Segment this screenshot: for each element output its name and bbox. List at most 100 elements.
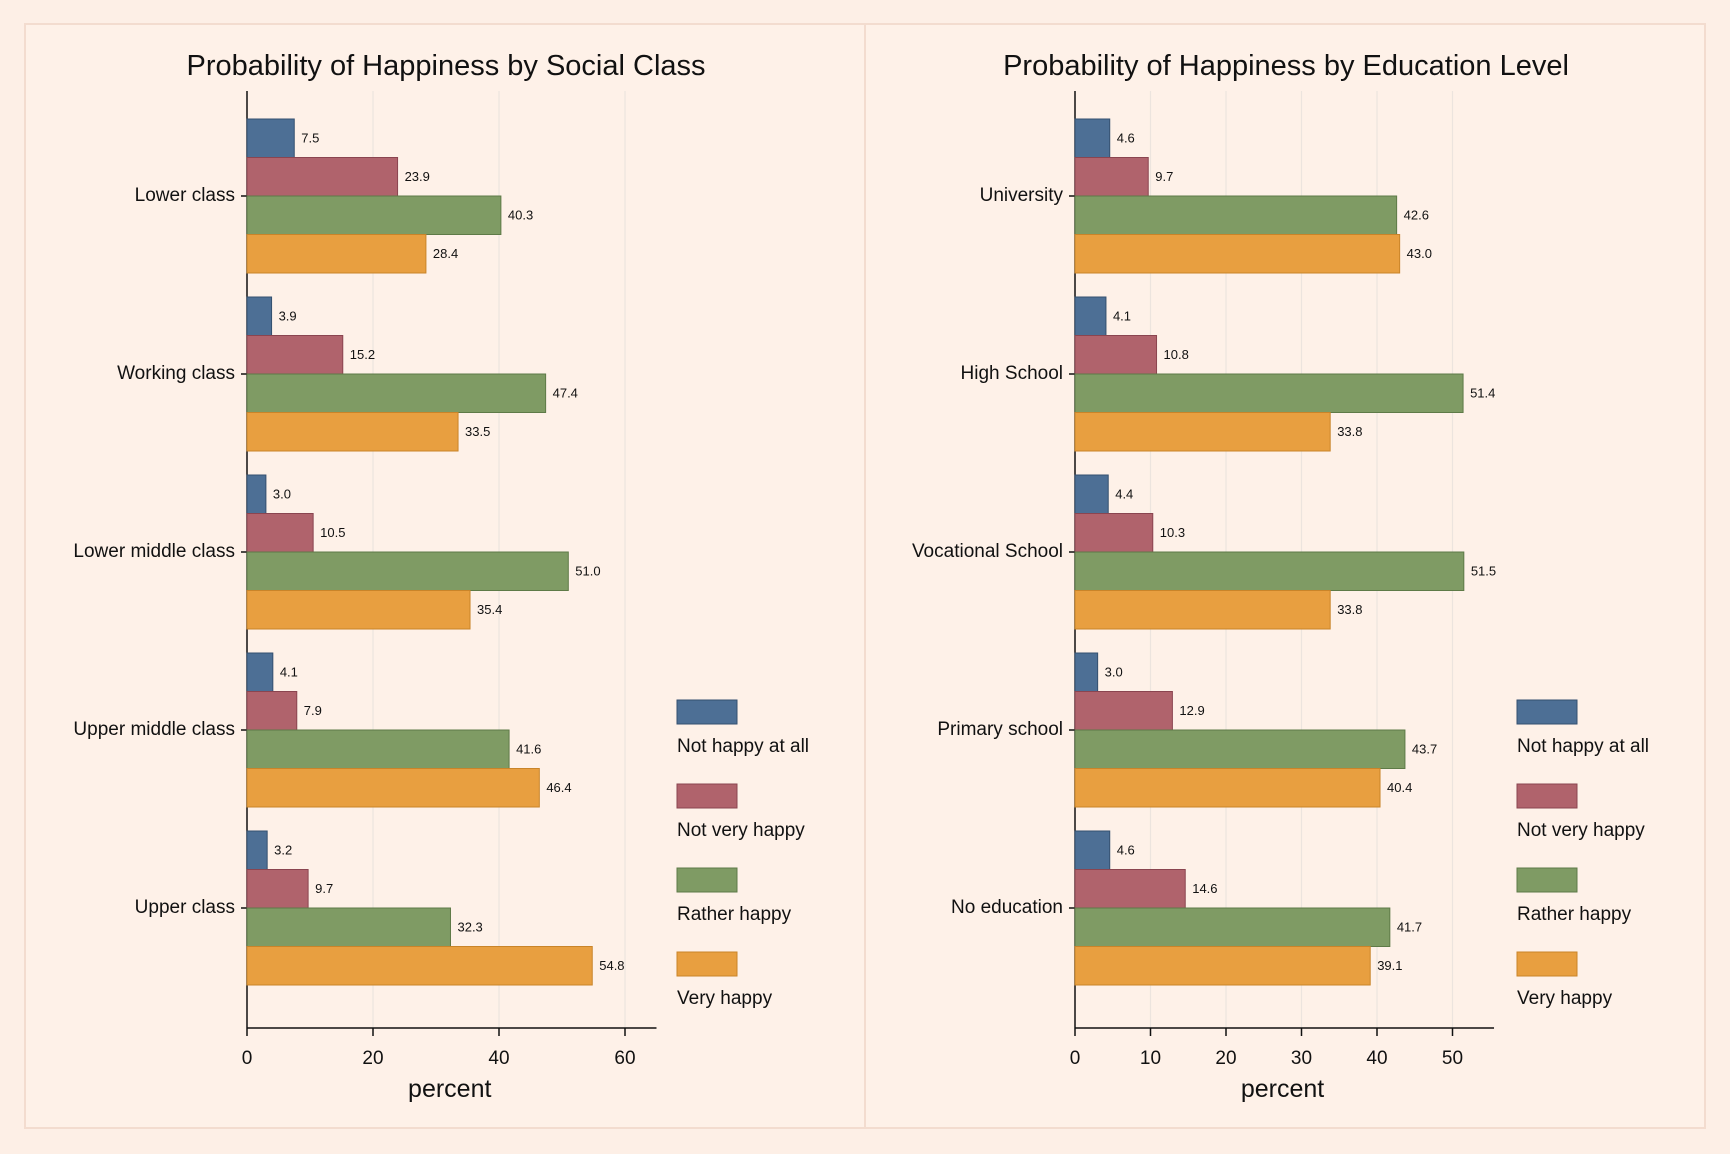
- x-tick-label: 0: [1070, 1048, 1081, 1069]
- data-label: 41.6: [516, 742, 541, 757]
- legend-label: Very happy: [677, 988, 773, 1009]
- bar-rather-happy: [246, 373, 547, 413]
- bar-very-happy: [1074, 768, 1381, 808]
- x-tick-label: 30: [1291, 1048, 1312, 1069]
- legend-label: Rather happy: [1517, 904, 1632, 925]
- bar-not-very-happy: [1074, 691, 1173, 731]
- x-tick-label: 50: [1442, 1048, 1463, 1069]
- x-tick-label: 20: [362, 1048, 383, 1069]
- bar-not-happy-at-all: [1074, 118, 1111, 158]
- category-label: Upper middle class: [73, 719, 235, 740]
- bar-not-very-happy: [246, 335, 344, 375]
- data-label: 3.2: [274, 843, 292, 858]
- data-label: 51.5: [1471, 564, 1496, 579]
- bar-rather-happy: [246, 551, 569, 591]
- bar-not-very-happy: [246, 513, 314, 553]
- data-label: 12.9: [1179, 703, 1204, 718]
- bar-rather-happy: [1074, 373, 1464, 413]
- bar-not-happy-at-all: [1074, 296, 1107, 336]
- x-tick-label: 40: [1366, 1048, 1387, 1069]
- bar-very-happy: [1074, 946, 1371, 986]
- legend: Not happy at all Not very happy Rather hap…: [1516, 699, 1649, 1009]
- data-label: 3.0: [1105, 665, 1123, 680]
- data-label: 41.7: [1397, 920, 1422, 935]
- bar-not-happy-at-all: [1074, 830, 1111, 870]
- data-label: 33.8: [1337, 424, 1362, 439]
- legend-label: Not happy at all: [677, 736, 809, 757]
- category-label: Working class: [117, 363, 235, 384]
- data-label: 4.6: [1117, 843, 1135, 858]
- data-label: 33.8: [1337, 602, 1362, 617]
- bar-not-happy-at-all: [246, 830, 268, 870]
- bar-rather-happy: [246, 729, 510, 769]
- data-label: 33.5: [465, 424, 490, 439]
- category-label: Primary school: [937, 719, 1063, 740]
- chart-panel-1: Probability of Happiness by Social Class…: [24, 23, 866, 1129]
- bar-not-very-happy: [1074, 335, 1158, 375]
- data-label: 4.1: [280, 665, 298, 680]
- legend-swatch: [1516, 951, 1578, 977]
- x-tick-label: 20: [1215, 1048, 1236, 1069]
- bar-not-happy-at-all: [1074, 652, 1099, 692]
- bar-rather-happy: [1074, 195, 1398, 235]
- data-label: 46.4: [546, 780, 571, 795]
- bar-not-very-happy: [246, 869, 309, 909]
- bar-not-happy-at-all: [246, 296, 273, 336]
- data-label: 14.6: [1192, 881, 1217, 896]
- bar-not-very-happy: [1074, 513, 1154, 553]
- data-label: 32.3: [457, 920, 482, 935]
- data-label: 43.7: [1412, 742, 1437, 757]
- legend-label: Very happy: [1517, 988, 1613, 1009]
- legend-swatch: [676, 699, 738, 725]
- legend: Not happy at all Not very happy Rather hap…: [676, 699, 809, 1009]
- data-label: 42.6: [1404, 208, 1429, 223]
- bar-not-very-happy: [246, 691, 298, 731]
- data-label: 51.0: [575, 564, 600, 579]
- chart-panel-2: Probability of Happiness by Education Le…: [864, 23, 1706, 1129]
- data-label: 40.3: [508, 208, 533, 223]
- x-tick-label: 40: [488, 1048, 509, 1069]
- category-label: High School: [961, 363, 1063, 384]
- legend-swatch: [676, 867, 738, 893]
- data-label: 40.4: [1387, 780, 1412, 795]
- category-label: Lower class: [135, 185, 235, 206]
- legend-swatch: [1516, 699, 1578, 725]
- data-label: 4.6: [1117, 131, 1135, 146]
- data-label: 3.0: [273, 487, 291, 502]
- category-label: Lower middle class: [73, 541, 235, 562]
- bar-not-happy-at-all: [246, 652, 274, 692]
- bar-rather-happy: [1074, 907, 1391, 947]
- legend-swatch: [676, 951, 738, 977]
- data-label: 9.7: [315, 881, 333, 896]
- data-label: 35.4: [477, 602, 502, 617]
- bar-very-happy: [246, 234, 427, 274]
- bar-rather-happy: [1074, 729, 1406, 769]
- data-label: 7.5: [301, 131, 319, 146]
- bar-very-happy: [1074, 234, 1401, 274]
- bar-very-happy: [1074, 590, 1331, 630]
- bar-rather-happy: [1074, 551, 1465, 591]
- data-label: 39.1: [1377, 958, 1402, 973]
- data-label: 9.7: [1155, 169, 1173, 184]
- bar-not-very-happy: [246, 157, 399, 197]
- bar-not-happy-at-all: [1074, 474, 1109, 514]
- bar-rather-happy: [246, 907, 451, 947]
- legend-label: Not happy at all: [1517, 736, 1649, 757]
- legend-label: Not very happy: [1517, 820, 1645, 841]
- x-axis-title: percent: [1241, 1075, 1324, 1103]
- data-label: 4.4: [1115, 487, 1133, 502]
- data-label: 54.8: [599, 958, 624, 973]
- bar-very-happy: [246, 946, 593, 986]
- x-tick-label: 60: [614, 1048, 635, 1069]
- data-label: 43.0: [1407, 246, 1432, 261]
- chart-title: Probability of Happiness by Education Le…: [1003, 50, 1569, 82]
- data-label: 4.1: [1113, 309, 1131, 324]
- data-label: 7.9: [304, 703, 322, 718]
- bar-very-happy: [246, 590, 471, 630]
- legend-swatch: [1516, 867, 1578, 893]
- legend-swatch: [676, 783, 738, 809]
- bar-not-happy-at-all: [246, 474, 267, 514]
- category-label: Vocational School: [912, 541, 1063, 562]
- legend-label: Rather happy: [677, 904, 792, 925]
